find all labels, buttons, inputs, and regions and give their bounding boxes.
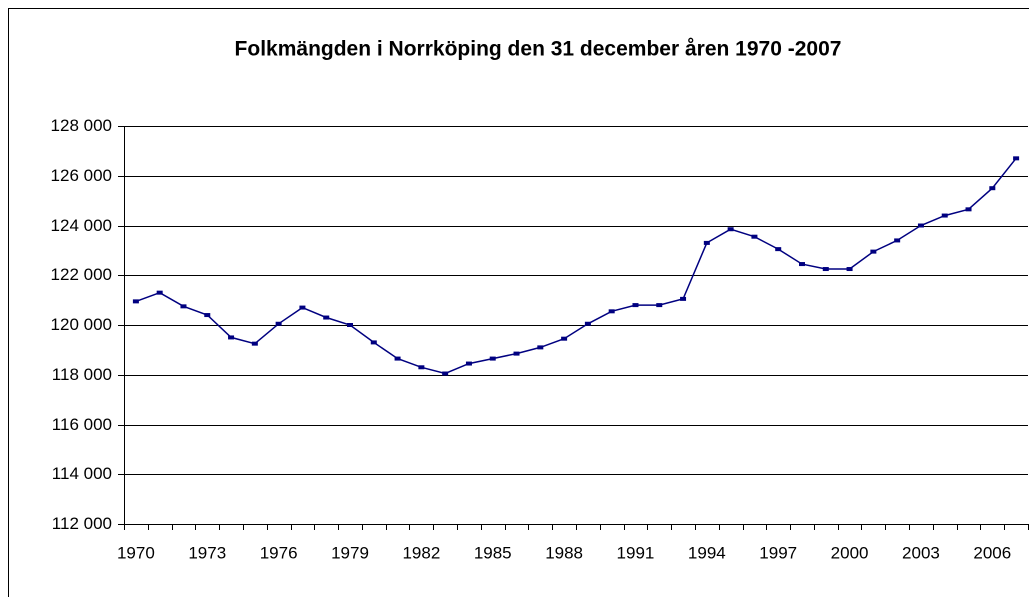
point-marker [204,313,211,318]
y-tick-label: 128 000 [51,116,112,135]
y-tick-label: 116 000 [52,415,112,434]
point-marker [775,247,782,252]
point-marker [941,213,948,218]
point-marker [251,341,258,346]
point-marker [656,303,663,308]
point-marker [323,315,330,320]
point-marker [228,335,235,340]
y-tick-label: 118 000 [52,365,112,384]
point-marker [680,296,687,301]
x-tick-label: 1997 [759,543,797,562]
y-tick-label: 124 000 [51,216,112,235]
y-tick-label: 122 000 [51,265,112,284]
point-marker [347,323,353,327]
point-marker [989,186,996,191]
point-marker [513,351,520,356]
chart-title: Folkmängden i Norrköping den 31 december… [235,38,842,61]
x-tick-label: 2000 [831,543,869,562]
point-marker [465,361,472,366]
point-marker [370,340,377,345]
point-marker [537,345,544,350]
point-marker [632,303,639,308]
point-marker [608,309,615,314]
x-tick-label: 1988 [545,543,583,562]
x-tick-label: 1976 [260,543,298,562]
point-marker [180,304,187,309]
point-marker [489,356,496,361]
x-tick-label: 2006 [973,543,1011,562]
x-tick-label: 1994 [688,543,726,562]
point-marker [275,321,282,326]
x-tick-label: 1982 [402,543,440,562]
chart-border [8,8,1029,597]
point-marker [394,356,401,361]
point-marker [703,240,710,245]
x-tick-label: 1985 [474,543,512,562]
y-tick-label: 112 000 [52,514,112,533]
y-tick-label: 120 000 [51,315,112,334]
point-marker [727,227,734,232]
point-marker [965,207,972,212]
point-marker [418,365,425,370]
point-marker [822,267,829,272]
y-tick-label: 114 000 [52,464,112,483]
y-tick-label: 126 000 [51,166,112,185]
x-tick-label: 2003 [902,543,940,562]
point-marker [870,249,877,254]
point-marker [846,267,853,272]
point-marker [584,321,591,326]
point-marker [156,290,163,295]
point-marker [132,299,139,304]
point-marker [561,336,568,341]
point-marker [1013,156,1020,161]
x-tick-label: 1979 [331,543,369,562]
point-marker [442,371,449,376]
x-tick-label: 1973 [188,543,226,562]
point-marker [751,234,758,239]
point-marker [894,238,901,243]
x-tick-label: 1991 [617,543,655,562]
point-marker [917,223,924,228]
x-tick-label: 1970 [117,543,155,562]
point-marker [299,305,306,310]
point-marker [799,262,805,267]
line-series [135,157,1017,375]
